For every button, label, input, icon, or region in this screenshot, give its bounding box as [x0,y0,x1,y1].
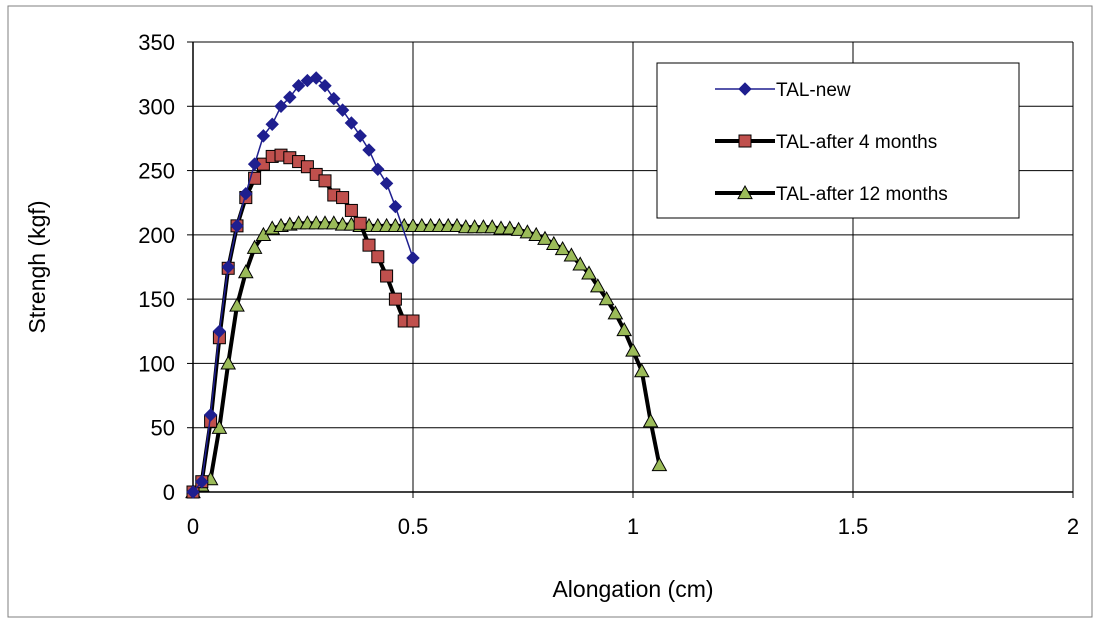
data-point-marker [283,90,297,104]
legend-marker [737,184,753,200]
data-point-marker [335,103,350,117]
data-point-marker [318,79,332,93]
data-point-marker [203,408,218,422]
data-point-marker [246,239,263,254]
data-point-marker [371,250,385,264]
series-layer [185,71,668,499]
data-point-marker [519,224,536,239]
data-point-marker [616,321,633,337]
data-point-marker [247,157,262,171]
data-point-marker [265,117,279,131]
data-point-marker [625,342,641,357]
data-point-marker [220,355,237,370]
data-point-marker [379,176,394,191]
x-tick-label: 0.5 [398,514,429,539]
legend-marker [738,134,752,148]
data-point-marker [598,291,615,306]
y-tick-label: 0 [163,480,175,505]
data-point-marker [572,256,589,271]
y-tick-label: 200 [138,223,175,248]
data-point-marker [380,269,394,283]
data-point-marker [371,162,385,176]
data-point-marker [327,91,341,106]
data-point-marker [212,324,227,338]
data-point-marker [353,129,367,143]
data-point-marker [186,485,200,499]
data-point-marker [449,217,465,232]
y-tick-label: 100 [138,351,175,376]
axis-layer: 0 50 100 150 200 250 300 350 0 0.5 1 1.5 2 [138,30,1079,539]
data-point-marker [230,219,244,233]
y-tick-label: 350 [138,30,175,55]
data-point-marker [309,71,323,85]
data-point-marker [484,219,501,234]
data-point-marker [344,116,359,130]
data-point-marker [237,264,254,279]
data-point-marker [221,260,235,274]
legend-label: TAL-after 4 months [776,132,937,153]
data-point-marker [563,247,580,262]
data-point-marker [633,363,650,378]
data-point-marker [229,297,245,312]
data-point-marker [406,314,420,328]
y-tick-label: 50 [151,416,175,441]
data-point-marker [388,292,402,306]
x-axis-label: Alongation (cm) [552,576,713,602]
data-point-marker [195,475,209,489]
legend-label: TAL-after 12 months [776,184,948,205]
legend: TAL-new TAL-after 4 months TAL-after 12 mo… [656,62,1020,219]
y-tick-label: 150 [138,287,175,312]
data-point-marker [239,187,253,201]
legend-items: TAL-new TAL-after 4 months TAL-after 12 mo… [715,80,948,205]
legend-label: TAL-new [776,80,851,101]
y-tick-label: 250 [138,159,175,184]
data-point-marker [344,203,358,217]
data-point-marker [318,174,332,188]
x-tick-label: 2 [1067,514,1079,539]
data-point-marker [528,226,545,241]
data-point-marker [336,191,350,205]
y-tick-label: 300 [138,94,175,119]
data-point-marker [362,143,376,157]
data-point-marker [589,278,606,293]
data-point-marker [325,215,342,230]
data-point-marker [362,238,376,252]
data-point-marker [607,305,624,320]
data-point-marker [554,240,571,256]
data-point-marker [545,235,562,250]
y-axis-label: Strengh (kgf) [24,201,50,334]
x-tick-label: 1.5 [838,514,869,539]
data-point-marker [537,230,553,245]
data-point-marker [651,456,668,472]
data-point-marker [581,265,597,280]
data-point-marker [501,220,518,235]
data-point-marker [353,216,367,230]
data-point-marker [388,199,403,214]
data-point-marker [291,79,306,93]
x-tick-label: 0 [187,514,199,539]
data-point-marker [642,413,659,428]
data-point-marker [274,99,288,113]
data-point-marker [510,221,527,236]
x-tick-label: 1 [627,514,639,539]
data-point-marker [406,251,420,265]
data-point-marker [256,129,271,143]
series-group [186,71,420,499]
legend-marker [738,82,752,96]
